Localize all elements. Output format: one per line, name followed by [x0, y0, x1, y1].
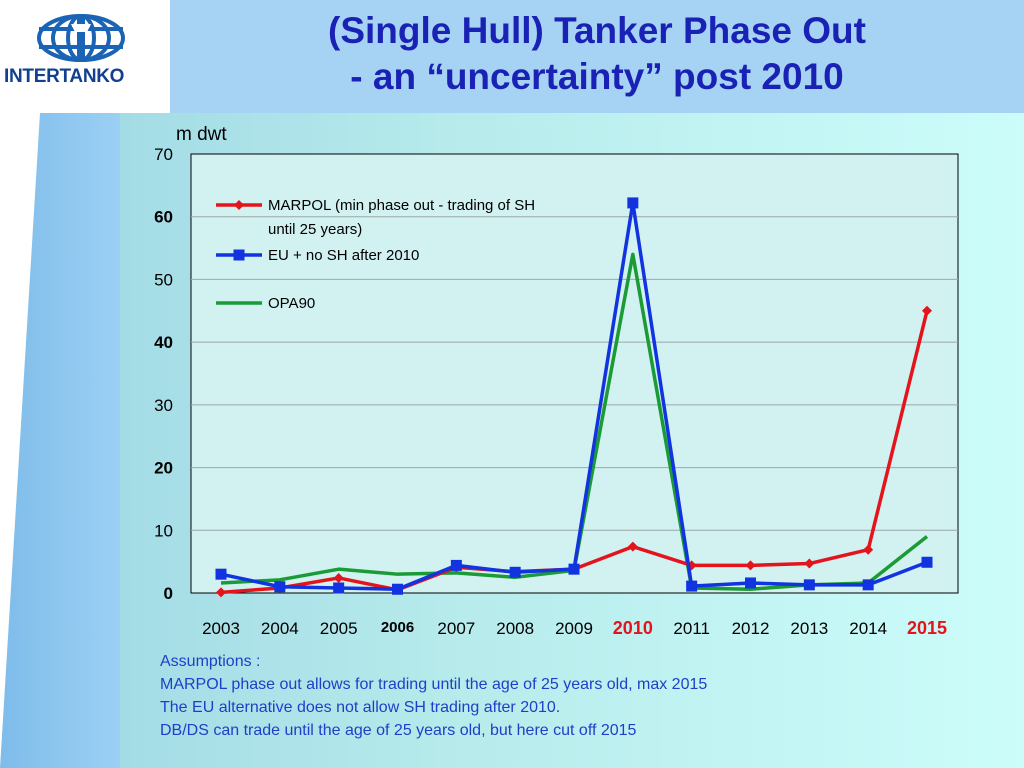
data-point [274, 581, 286, 593]
data-point [450, 559, 462, 571]
globe-logo-icon [37, 14, 125, 62]
slide-header [0, 0, 1024, 113]
series-layer [215, 197, 933, 598]
logo-text: INTERTANKO [4, 66, 125, 87]
y-tick-label: 30 [154, 396, 173, 415]
legend-label: EU + no SH after 2010 [268, 247, 419, 264]
series-1 [215, 197, 933, 595]
data-point [215, 568, 227, 580]
y-tick-label: 10 [154, 521, 173, 540]
slide-title: (Single Hull) Tanker Phase Out - an “unc… [180, 8, 1014, 100]
y-tick-label: 60 [154, 208, 173, 227]
assumption-line-1: MARPOL phase out allows for trading unti… [160, 676, 708, 693]
x-tick-label: 2009 [555, 619, 593, 638]
assumption-line-3: DB/DS can trade until the age of 25 year… [160, 722, 637, 739]
y-tick-label: 50 [154, 270, 173, 289]
data-point [686, 580, 698, 592]
data-point [333, 582, 345, 594]
assumption-line-2: The EU alternative does not allow SH tra… [160, 699, 561, 716]
x-tick-label: 2003 [202, 619, 240, 638]
assumptions-block: Assumptions : MARPOL phase out allows fo… [160, 650, 920, 742]
legend-marker [234, 200, 244, 210]
title-line-1: (Single Hull) Tanker Phase Out [328, 10, 866, 51]
data-point [392, 583, 403, 595]
data-point [804, 558, 815, 569]
grid-lines [191, 216, 958, 531]
legend-marker [233, 249, 245, 261]
x-tick-labels: 2003 2004 2005 2006 2007 2008 2009 2010 2011 2012… [202, 618, 947, 638]
x-tick-label: 2004 [261, 619, 299, 638]
data-point [333, 572, 344, 583]
x-tick-label: 2006 [381, 619, 414, 636]
data-point [922, 305, 932, 316]
data-point [803, 579, 815, 591]
legend-item-2: OPA90 [216, 295, 315, 312]
data-point [745, 577, 756, 589]
y-tick-labels: 70 60 50 40 30 20 10 0 [154, 145, 173, 603]
x-tick-label: 2012 [732, 619, 770, 638]
y-tick-label: 40 [154, 333, 173, 352]
legend-label: until 25 years) [268, 221, 362, 238]
data-point [863, 544, 874, 555]
data-point [627, 197, 639, 209]
y-tick-label: 0 [164, 584, 173, 603]
data-point [509, 566, 521, 578]
x-tick-label: 2013 [790, 619, 828, 638]
title-line-2: - an “uncertainty” post 2010 [350, 56, 844, 97]
logo-box: INTERTANKO [0, 0, 170, 113]
x-tick-label: 2008 [496, 619, 534, 638]
legend: MARPOL (min phase out - trading of SH unt… [216, 197, 535, 312]
data-point [921, 556, 933, 568]
legend-item-1: EU + no SH after 2010 [216, 247, 419, 264]
data-point [568, 563, 580, 575]
x-tick-label: 2011 [673, 619, 710, 638]
y-tick-label: 70 [154, 145, 173, 164]
x-tick-label: 2005 [320, 619, 358, 638]
data-point [627, 541, 638, 552]
data-point [745, 560, 756, 571]
legend-label: OPA90 [268, 295, 315, 312]
legend-label: MARPOL (min phase out - trading of SH [268, 197, 535, 214]
y-axis-label: m dwt [176, 124, 227, 145]
legend-item-0: MARPOL (min phase out - trading of SH unt… [216, 197, 535, 238]
data-point [216, 587, 226, 598]
y-tick-label: 20 [154, 459, 173, 478]
assumptions-heading: Assumptions : [160, 653, 261, 670]
data-point [862, 579, 874, 591]
x-tick-label: 2014 [849, 619, 887, 638]
x-tick-label: 2007 [437, 619, 475, 638]
plot-area [190, 153, 959, 594]
x-tick-label: 2010 [613, 618, 653, 638]
x-tick-label: 2015 [907, 618, 947, 638]
